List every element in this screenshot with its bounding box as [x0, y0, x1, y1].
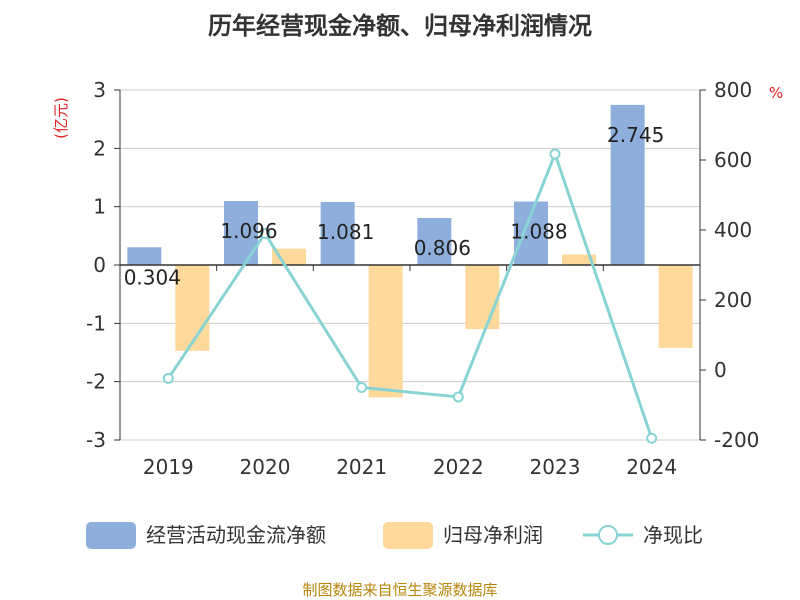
legend: 经营活动现金流净额 归母净利润 净现比	[86, 522, 703, 549]
x-tick-label: 2022	[433, 455, 484, 479]
legend-label-ratio: 净现比	[643, 523, 703, 547]
left-tick-label: 3	[93, 78, 106, 102]
bar	[465, 265, 500, 330]
legend-swatch-cashflow	[86, 522, 136, 549]
bar	[127, 247, 162, 265]
source-note: 制图数据来自恒生聚源数据库	[302, 581, 497, 599]
line-point	[646, 432, 658, 444]
left-tick-label: 1	[93, 195, 106, 219]
bar	[562, 254, 596, 265]
chart-title: 历年经营现金净额、归母净利润情况	[208, 12, 592, 40]
line-series-group	[162, 148, 658, 444]
bars-group	[127, 104, 693, 398]
line-point	[162, 372, 174, 384]
right-tick-label: 0	[714, 358, 727, 382]
legend-label-cashflow: 经营活动现金流净额	[146, 523, 326, 547]
bar	[610, 104, 645, 265]
x-tick-label: 2023	[530, 455, 581, 479]
line-point	[356, 382, 368, 393]
bar	[658, 265, 693, 348]
left-tick-label: 2	[93, 136, 106, 160]
bar-data-label: 0.806	[414, 236, 471, 260]
legend-label-netprofit: 归母净利润	[443, 523, 543, 547]
legend-swatch-netprofit	[383, 522, 433, 549]
line-series	[167, 149, 654, 439]
bar	[175, 265, 210, 351]
left-tick-label: 0	[93, 253, 106, 277]
x-tick-label: 2019	[143, 455, 194, 479]
line-point	[549, 148, 561, 160]
left-tick-label: -1	[86, 311, 106, 335]
left-tick-label: -3	[86, 428, 106, 452]
bar-data-label: 2.745	[607, 123, 664, 147]
bar	[368, 265, 403, 398]
left-tick-label: -2	[86, 370, 106, 394]
bar-data-label: 1.088	[510, 220, 567, 244]
left-axis-unit: (亿元)	[52, 97, 70, 139]
bar	[417, 217, 452, 265]
data-labels-group: 0.304 1.096 1.081 0.806 1.088 2.745	[124, 123, 665, 289]
legend-swatch-ratio-point	[598, 525, 618, 545]
x-tick-label: 2021	[336, 455, 387, 479]
bar-data-label: 1.096	[220, 219, 277, 243]
x-tick-label: 2020	[240, 455, 291, 479]
right-tick-label: 200	[714, 288, 752, 312]
right-tick-label: 600	[714, 148, 752, 172]
axes-group: 3 2 1 0 -1 -2 -3 800 600 400 200 0 -200 2019 2020 2021 2…	[86, 78, 759, 479]
bar	[320, 201, 355, 265]
right-axis-unit: %	[769, 84, 783, 102]
line-point	[259, 228, 271, 239]
right-tick-label: 400	[714, 218, 752, 242]
x-tick-label: 2024	[626, 455, 677, 479]
line-point	[452, 391, 464, 403]
right-tick-label: 800	[714, 78, 752, 102]
bar-data-label: 1.081	[317, 220, 374, 244]
right-tick-label: -200	[714, 428, 759, 452]
bar-data-label: 0.304	[124, 265, 181, 289]
